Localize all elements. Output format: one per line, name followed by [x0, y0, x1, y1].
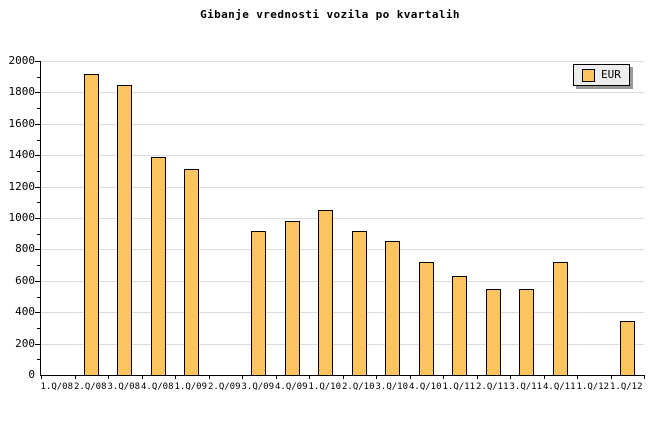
y-minor-tick: [37, 139, 40, 141]
y-minor-tick: [37, 265, 40, 267]
x-tick: [275, 375, 277, 379]
legend-label: EUR: [601, 68, 621, 81]
gridline: [41, 312, 644, 314]
x-axis-label: 2.Q/10: [341, 382, 375, 392]
y-axis-label: 800: [15, 242, 35, 256]
x-axis-label: 4.Q/10: [408, 382, 442, 392]
x-tick: [108, 375, 109, 379]
x-tick: [309, 375, 310, 379]
y-minor-tick: [37, 108, 40, 110]
x-axis-label: 1.Q/08: [40, 382, 73, 392]
bar: [117, 85, 133, 375]
x-axis-label: 2.Q/11: [475, 382, 509, 392]
gridline: [41, 280, 644, 282]
y-major-tick: [35, 61, 40, 62]
y-major-tick: [35, 186, 40, 188]
x-axis-label: 1.Q/10: [308, 382, 341, 392]
y-minor-tick: [37, 170, 40, 172]
y-major-tick: [35, 92, 40, 94]
y-axis-label: 1800: [8, 85, 36, 99]
y-major-tick: [35, 280, 40, 282]
x-axis-label: 3.Q/11: [509, 382, 542, 392]
y-axis-label: 2000: [8, 54, 36, 67]
x-tick: [141, 375, 143, 379]
bar: [150, 156, 166, 375]
y-axis-label: 1000: [8, 211, 36, 224]
bar: [351, 230, 367, 375]
bar: [184, 168, 200, 375]
y-minor-tick: [37, 327, 40, 329]
bar: [318, 210, 334, 375]
gridline: [41, 155, 644, 157]
x-axis-label: 2.Q/08: [73, 382, 107, 392]
y-minor-tick: [37, 233, 40, 235]
legend: EUR: [573, 64, 630, 86]
gridline: [41, 343, 644, 345]
y-major-tick: [35, 343, 40, 345]
y-major-tick: [35, 123, 40, 125]
bar: [485, 289, 501, 375]
x-tick: [610, 375, 612, 379]
y-axis-label: 600: [15, 273, 35, 287]
bar: [519, 288, 535, 375]
x-axis-label: 2.Q/09: [207, 382, 241, 392]
gridline: [41, 186, 644, 188]
x-tick: [543, 375, 545, 379]
x-axis-label: 1.Q/09: [174, 382, 207, 392]
x-axis-label: 1.Q/12: [609, 382, 643, 392]
bar: [452, 276, 468, 375]
y-major-tick: [35, 155, 40, 157]
x-tick: [74, 375, 76, 379]
x-tick: [577, 375, 578, 379]
gridline: [41, 123, 644, 125]
x-axis-label: 1.Q/11: [442, 382, 475, 392]
x-tick: [510, 375, 511, 379]
bar: [418, 261, 434, 375]
x-tick: [242, 375, 243, 379]
y-axis-label: 1400: [8, 148, 36, 162]
y-minor-tick: [37, 359, 40, 361]
x-axis-label: 4.Q/09: [274, 382, 308, 392]
x-tick: [409, 375, 411, 379]
bar: [284, 221, 300, 375]
x-axis-label: 1.Q/12: [576, 382, 609, 392]
gridline: [41, 249, 644, 251]
plot-area: [35, 61, 645, 379]
y-major-tick: [35, 312, 40, 314]
y-axis-label: 1200: [8, 179, 36, 193]
x-axis-label: 4.Q/11: [542, 382, 576, 392]
x-axis-label: 3.Q/10: [375, 382, 408, 392]
x-tick: [376, 375, 377, 379]
x-tick: [208, 375, 210, 379]
chart-title: Gibanje vrednosti vozila po kvartalih: [200, 8, 460, 21]
gridline: [41, 92, 644, 94]
x-tick: [443, 375, 444, 379]
y-minor-tick: [37, 202, 40, 204]
y-minor-tick: [37, 76, 40, 78]
gridline: [41, 218, 644, 219]
y-axis-label: 1600: [8, 116, 36, 130]
bar: [552, 261, 568, 375]
x-tick: [175, 375, 176, 379]
bar: [251, 230, 267, 375]
legend-swatch-icon: [582, 69, 595, 82]
bar: [83, 73, 99, 375]
y-axis-label: 400: [15, 305, 35, 319]
x-tick: [644, 375, 645, 379]
gridline: [41, 61, 644, 62]
x-tick: [476, 375, 478, 379]
y-axis-label: 200: [15, 336, 35, 350]
bar: [619, 320, 635, 375]
x-tick: [342, 375, 344, 379]
y-minor-tick: [37, 296, 40, 298]
x-axis-label: 4.Q/08: [140, 382, 174, 392]
x-tick: [41, 375, 42, 379]
bar: [385, 240, 401, 375]
x-axis-label: 3.Q/08: [107, 382, 140, 392]
y-major-tick: [35, 218, 40, 219]
x-axis-label: 3.Q/09: [241, 382, 274, 392]
y-axis-label: 0: [28, 368, 35, 381]
y-major-tick: [35, 249, 40, 251]
